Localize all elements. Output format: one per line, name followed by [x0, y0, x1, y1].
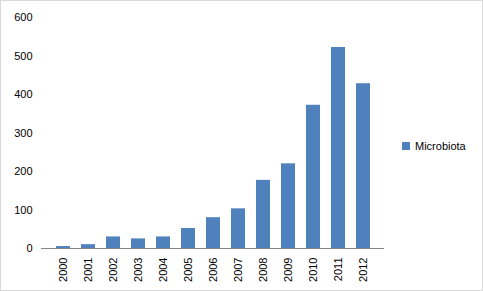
svg-text:200: 200 [14, 165, 32, 177]
svg-text:500: 500 [14, 50, 32, 62]
svg-text:2012: 2012 [357, 258, 369, 282]
svg-text:300: 300 [14, 127, 32, 139]
svg-text:2004: 2004 [157, 258, 169, 282]
svg-text:2003: 2003 [132, 258, 144, 282]
svg-text:2000: 2000 [57, 258, 69, 282]
svg-text:2001: 2001 [82, 258, 94, 282]
svg-text:100: 100 [14, 204, 32, 216]
svg-text:2007: 2007 [232, 258, 244, 282]
svg-text:2008: 2008 [257, 258, 269, 282]
svg-text:2011: 2011 [332, 258, 344, 282]
html-text:Microbiota: Microbiota [415, 139, 466, 152]
svg-text:0: 0 [26, 242, 32, 254]
svg-text:2006: 2006 [207, 258, 219, 282]
svg-text:2002: 2002 [107, 258, 119, 282]
svg-text:2010: 2010 [307, 258, 319, 282]
svg-text:2009: 2009 [282, 258, 294, 282]
svg-text:600: 600 [14, 11, 32, 23]
svg-text:2005: 2005 [182, 258, 194, 282]
svg-text:400: 400 [14, 88, 32, 100]
